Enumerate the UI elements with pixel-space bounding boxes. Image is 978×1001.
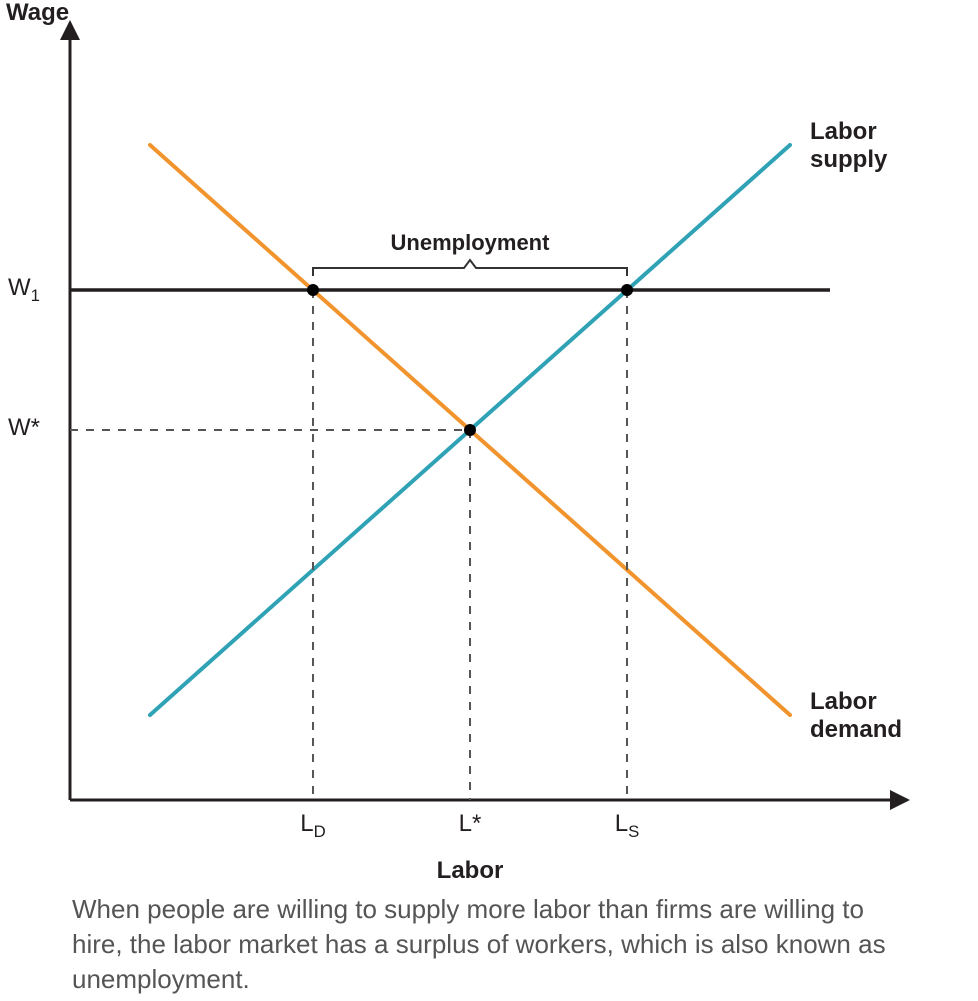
x-axis-arrow: [890, 790, 910, 810]
xtick-lstar: L*: [440, 810, 500, 844]
unemployment-bracket: [313, 260, 627, 276]
point-equilibrium: [464, 424, 476, 436]
supply-label-line1: Labor: [810, 118, 877, 145]
unemployment-label: Unemployment: [391, 230, 551, 255]
ytick-wstar: W*: [8, 414, 63, 446]
supply-label-line2: supply: [810, 146, 888, 173]
point-ld-w1: [307, 284, 319, 296]
y-axis-title: Wage: [6, 0, 69, 26]
x-axis-title: Labor: [437, 857, 504, 880]
demand-label-line1: Labor: [810, 688, 877, 715]
point-ls-w1: [621, 284, 633, 296]
ytick-w1: W1: [8, 274, 63, 306]
figure-caption: When people are willing to supply more l…: [72, 892, 892, 997]
labor-market-chart: WageLaborUnemploymentW1W*LDL*LSLaborsupp…: [0, 0, 978, 880]
xtick-ld: LD: [283, 810, 343, 844]
xtick-ls: LS: [597, 810, 657, 844]
demand-label-line2: demand: [810, 716, 902, 743]
